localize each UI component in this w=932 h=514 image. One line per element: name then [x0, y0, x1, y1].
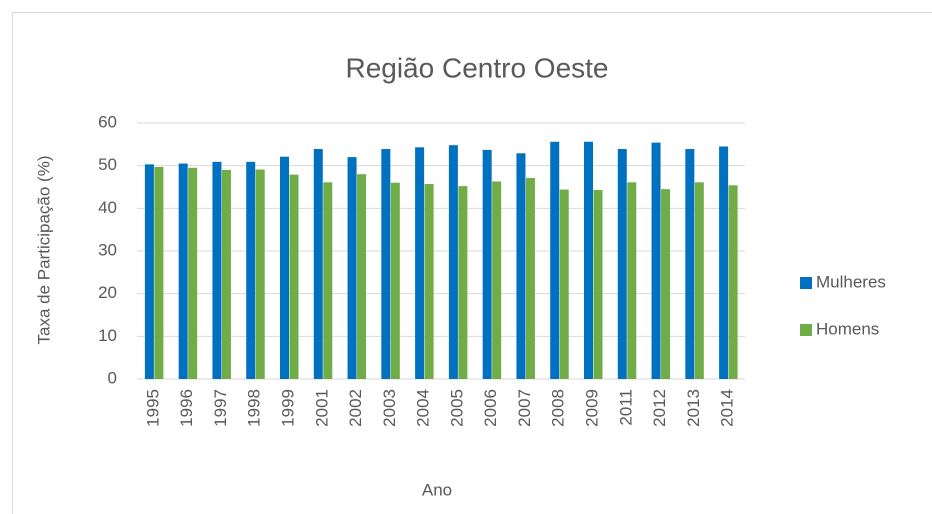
x-tick-label: 1999 — [278, 389, 297, 427]
bar — [424, 184, 434, 379]
bar — [458, 186, 468, 379]
x-tick-label: 1997 — [211, 389, 230, 427]
bar — [651, 142, 661, 379]
legend-label: Mulheres — [816, 272, 886, 291]
x-tick-label: 2013 — [684, 389, 703, 427]
x-tick-label: 1996 — [177, 389, 196, 427]
bar — [559, 189, 569, 379]
bar — [323, 182, 333, 379]
bar — [255, 169, 265, 379]
x-tick-label: 2007 — [515, 389, 534, 427]
chart-title: Região Centro Oeste — [345, 52, 608, 83]
x-tick-label: 1998 — [245, 389, 264, 427]
chart-frame — [12, 12, 932, 514]
bar — [661, 189, 671, 379]
bar — [550, 141, 560, 379]
bar — [347, 157, 357, 379]
x-axis-title: Ano — [422, 480, 452, 499]
bar — [525, 178, 535, 379]
x-tick-label: 2005 — [447, 389, 466, 427]
bar — [516, 153, 526, 379]
x-tick-label: 1995 — [143, 389, 162, 427]
x-tick-label: 2003 — [380, 389, 399, 427]
y-axis-title: Taxa de Participação (%) — [34, 156, 53, 345]
bar — [448, 145, 458, 379]
bar — [289, 174, 299, 379]
bar — [178, 163, 188, 379]
bar — [246, 161, 256, 379]
bar — [482, 149, 492, 379]
y-tick-label: 10 — [98, 326, 117, 345]
bar — [221, 169, 231, 379]
x-tick-label: 2001 — [312, 389, 331, 427]
bar — [415, 147, 425, 379]
bar — [719, 146, 729, 379]
bar — [728, 185, 738, 379]
y-tick-label: 40 — [98, 198, 117, 217]
bar — [627, 182, 637, 379]
x-tick-label: 2012 — [650, 389, 669, 427]
bar — [280, 156, 289, 379]
bar — [313, 149, 323, 379]
bar — [144, 164, 154, 379]
bar — [381, 149, 391, 379]
legend-swatch — [800, 277, 812, 289]
x-tick-label: 2006 — [481, 389, 500, 427]
x-tick-label: 2004 — [414, 389, 433, 427]
y-tick-label: 0 — [108, 368, 117, 387]
bar — [154, 166, 164, 379]
x-tick-label: 2014 — [718, 389, 737, 427]
bar — [492, 181, 502, 379]
y-tick-label: 20 — [98, 283, 117, 302]
legend-swatch — [800, 324, 812, 336]
bar — [357, 174, 367, 379]
x-tick-label: 2002 — [346, 389, 365, 427]
bar — [188, 167, 198, 379]
bar — [593, 189, 603, 379]
bar — [694, 182, 704, 379]
bar — [685, 149, 695, 379]
y-tick-label: 60 — [98, 112, 117, 131]
bar — [617, 149, 627, 379]
x-tick-label: 2008 — [549, 389, 568, 427]
bar — [390, 182, 400, 379]
bar — [212, 161, 222, 379]
legend-label: Homens — [816, 319, 879, 338]
x-tick-label: 2009 — [582, 389, 601, 427]
bar — [584, 141, 593, 379]
y-tick-label: 50 — [98, 155, 117, 174]
x-tick-label: 2011 — [616, 389, 635, 426]
y-tick-label: 30 — [98, 240, 117, 259]
